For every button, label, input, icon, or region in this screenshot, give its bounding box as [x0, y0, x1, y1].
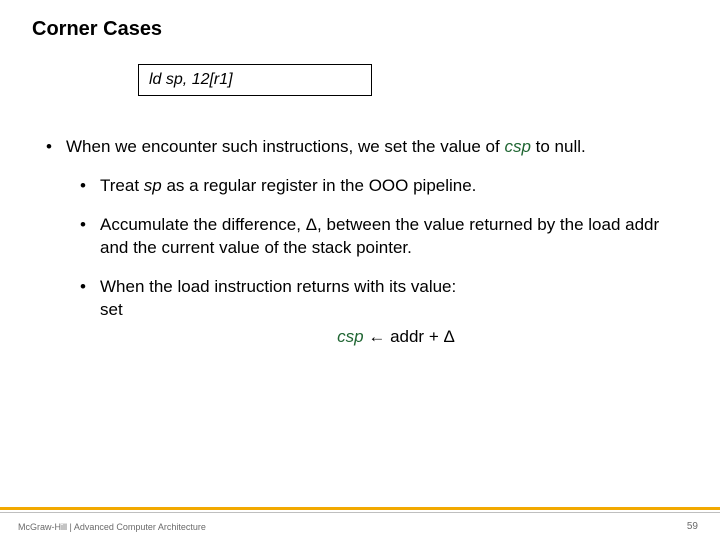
page-title: Corner Cases [32, 18, 162, 41]
page-number: 59 [687, 521, 698, 532]
footer-title: Advanced Computer Architecture [74, 522, 206, 532]
content-area: When we encounter such instructions, we … [40, 136, 692, 365]
bullet-main: When we encounter such instructions, we … [40, 136, 692, 159]
bullet-sub-3: When the load instruction returns with i… [74, 276, 692, 349]
footer-sep: | [67, 522, 74, 532]
text: When the load instruction returns with i… [100, 277, 456, 296]
text: as a regular register in the OOO pipelin… [162, 176, 477, 195]
formula: csp ← addr + Δ [100, 326, 692, 349]
formula-rest: ← addr + Δ [364, 327, 455, 346]
text: to null. [531, 137, 586, 156]
text: When we encounter such instructions, we … [66, 137, 504, 156]
footer-brand: McGraw-Hill [18, 522, 67, 532]
code-snippet: ld sp, 12[r1] [138, 64, 372, 96]
text: set [100, 300, 123, 319]
csp-term: csp [504, 137, 530, 156]
bullet-sub-1: Treat sp as a regular register in the OO… [74, 175, 692, 198]
slide: Corner Cases ld sp, 12[r1] When we encou… [0, 0, 720, 540]
bullet-sub-2: Accumulate the difference, Δ, between th… [74, 214, 692, 260]
sp-term: sp [144, 176, 162, 195]
text: Treat [100, 176, 144, 195]
csp-term: csp [337, 327, 363, 346]
divider-line [0, 512, 720, 513]
accent-bar [0, 507, 720, 510]
footer-left: McGraw-Hill | Advanced Computer Architec… [18, 522, 206, 532]
